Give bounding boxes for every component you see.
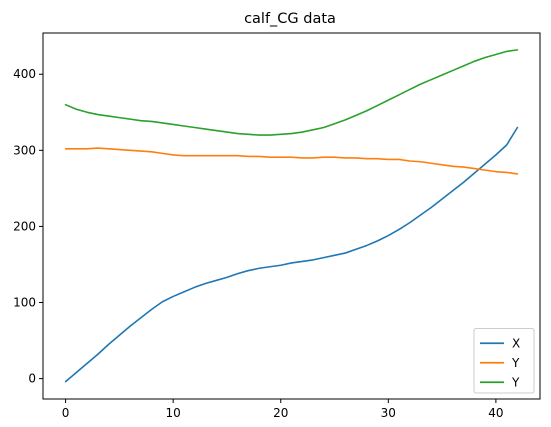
series-line-2 (66, 148, 518, 174)
x-tick-label: 0 (62, 406, 70, 420)
legend-label-3: Y (511, 375, 520, 389)
plot-area (66, 50, 518, 382)
legend: XYY (474, 329, 534, 394)
y-tick-label: 400 (13, 67, 36, 81)
y-tick-label: 100 (13, 296, 36, 310)
legend-frame (474, 329, 534, 394)
x-tick-label: 10 (166, 406, 181, 420)
legend-label-1: X (512, 336, 520, 350)
x-tick-label: 20 (273, 406, 288, 420)
legend-label-2: Y (511, 356, 520, 370)
series-line-3 (66, 50, 518, 135)
axes-frame (43, 33, 540, 399)
y-tick-label: 0 (28, 372, 36, 386)
y-tick-label: 300 (13, 143, 36, 157)
x-tick-label: 40 (488, 406, 503, 420)
y-tick-label: 200 (13, 219, 36, 233)
x-tick-label: 30 (381, 406, 396, 420)
chart-title: calf_CG data (244, 11, 336, 27)
